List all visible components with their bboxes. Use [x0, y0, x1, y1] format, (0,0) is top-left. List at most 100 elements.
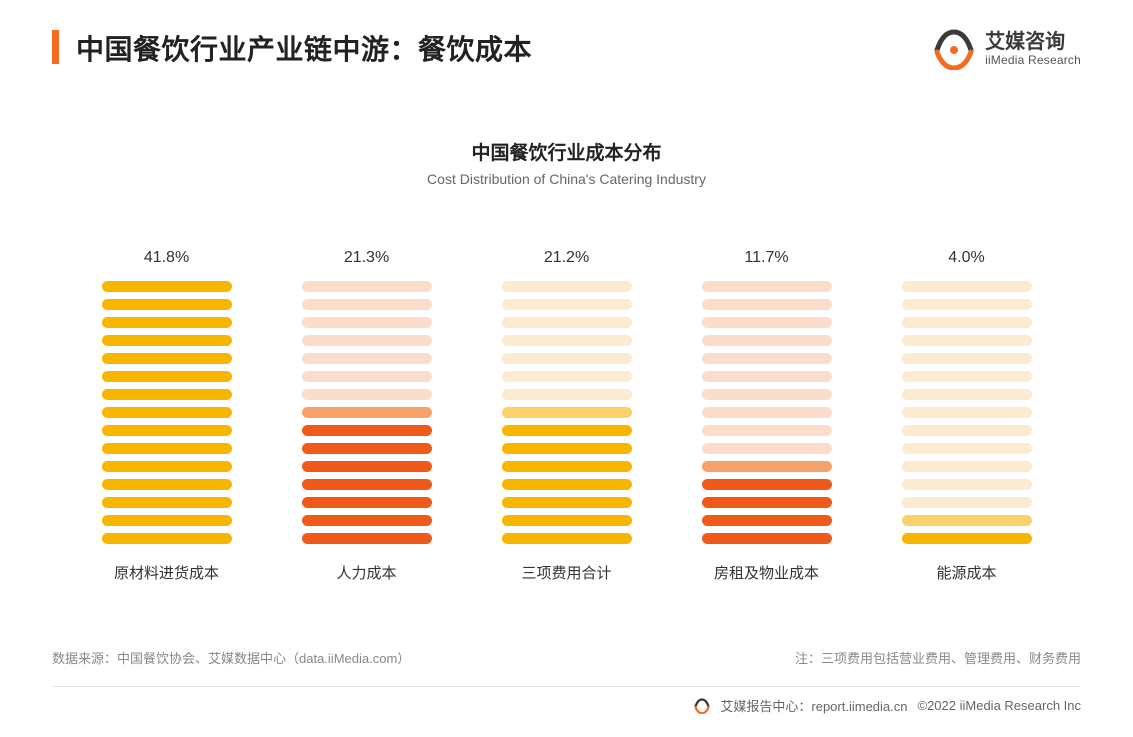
column-segments: [702, 281, 832, 544]
bar-segment: [902, 515, 1032, 526]
bar-segment: [702, 515, 832, 526]
column-value-label: 41.8%: [144, 249, 189, 267]
bar-segment: [302, 479, 432, 490]
bar-segment: [102, 515, 232, 526]
bar-segment: [302, 497, 432, 508]
column-segments: [102, 281, 232, 544]
chart-column: 41.8% 原材料进货成本: [97, 249, 237, 583]
bar-segment: [102, 353, 232, 364]
bar-segment: [502, 389, 632, 400]
bar-segment: [102, 389, 232, 400]
bar-segment: [102, 479, 232, 490]
footnotes: 数据来源：中国餐饮协会、艾媒数据中心（data.iiMedia.com） 注：三…: [52, 648, 1081, 667]
brand-logo-mini-icon: [694, 698, 710, 714]
bar-segment: [502, 299, 632, 310]
bar-segment: [702, 317, 832, 328]
bar-segment: [902, 533, 1032, 544]
bar-segment: [302, 425, 432, 436]
data-source: 数据来源：中国餐饮协会、艾媒数据中心（data.iiMedia.com）: [52, 648, 410, 667]
bar-segment: [902, 407, 1032, 418]
bar-segment: [102, 533, 232, 544]
footer-rule: [52, 686, 1081, 687]
bar-segment: [702, 443, 832, 454]
chart-title-en: Cost Distribution of China's Catering In…: [0, 171, 1133, 187]
bar-segment: [302, 407, 432, 418]
bar-segment: [502, 335, 632, 346]
copyright: 艾媒报告中心：report.iimedia.cn ©2022 iiMedia R…: [694, 696, 1081, 715]
copyright-text: ©2022 iiMedia Research Inc: [918, 698, 1082, 713]
chart-column: 21.2%三项费用合计: [497, 249, 637, 583]
bar-segment: [902, 281, 1032, 292]
bar-segment: [502, 371, 632, 382]
bar-segment: [502, 479, 632, 490]
column-category-label: 房租及物业成本: [714, 562, 819, 583]
column-category-label: 原材料进货成本: [114, 562, 219, 583]
bar-segment: [702, 407, 832, 418]
bar-segment: [302, 515, 432, 526]
brand-name-en: iiMedia Research: [985, 54, 1081, 68]
bar-segment: [902, 497, 1032, 508]
bar-segment: [502, 425, 632, 436]
slide: { "header": { "title": "中国餐饮行业产业链中游：餐饮成本…: [0, 0, 1133, 737]
bar-segment: [702, 533, 832, 544]
bar-segment: [102, 371, 232, 382]
brand-logo-icon: [933, 28, 975, 70]
column-value-label: 21.3%: [344, 249, 389, 267]
chart-titles: 中国餐饮行业成本分布 Cost Distribution of China's …: [0, 138, 1133, 187]
bar-segment: [502, 515, 632, 526]
report-center-text: 艾媒报告中心：report.iimedia.cn: [720, 696, 907, 715]
bar-segment: [702, 425, 832, 436]
bar-segment: [902, 371, 1032, 382]
chart-column: 4.0%能源成本: [897, 249, 1037, 583]
column-segments: [302, 281, 432, 544]
chart-title-cn: 中国餐饮行业成本分布: [0, 138, 1133, 165]
bar-segment: [102, 461, 232, 472]
bar-segment: [702, 479, 832, 490]
bar-segment: [302, 281, 432, 292]
bar-segment: [902, 479, 1032, 490]
bar-segment: [102, 407, 232, 418]
bar-segment: [302, 317, 432, 328]
bar-segment: [302, 533, 432, 544]
bar-segment: [302, 335, 432, 346]
bar-segment: [102, 299, 232, 310]
brand-text: 艾媒咨询 iiMedia Research: [985, 31, 1081, 68]
bar-segment: [702, 497, 832, 508]
bar-segment: [302, 389, 432, 400]
bar-segment: [902, 299, 1032, 310]
bar-segment: [302, 461, 432, 472]
chart-column: 21.3% 人力成本: [297, 249, 437, 583]
header: 中国餐饮行业产业链中游：餐饮成本 艾媒咨询 iiMedia Research: [52, 28, 1081, 88]
bar-segment: [902, 317, 1032, 328]
bar-segment: [102, 425, 232, 436]
bar-segment: [102, 335, 232, 346]
bar-segment: [502, 407, 632, 418]
bar-segment: [302, 443, 432, 454]
bar-segment: [702, 461, 832, 472]
bar-segment: [102, 443, 232, 454]
bar-segment: [702, 389, 832, 400]
column-category-label: 人力成本: [336, 562, 396, 583]
chart-column: 11.7% 房租及物业成本: [697, 249, 837, 583]
column-segments: [502, 281, 632, 544]
bar-segment: [502, 353, 632, 364]
bar-segment: [302, 353, 432, 364]
bar-segment: [902, 335, 1032, 346]
chart-columns: 41.8% 原材料进货成本 21.3% 人力成本 21.2%三项费用合计 11.7% 房租及…: [0, 249, 1133, 583]
chart: 中国餐饮行业成本分布 Cost Distribution of China's …: [0, 138, 1133, 583]
column-value-label: 4.0%: [948, 249, 984, 267]
bar-segment: [702, 335, 832, 346]
column-value-label: 21.2%: [544, 249, 589, 267]
title-accent-bar: [52, 30, 59, 64]
bar-segment: [102, 497, 232, 508]
page-title: 中国餐饮行业产业链中游：餐饮成本: [76, 28, 532, 68]
column-value-label: 11.7%: [744, 249, 788, 267]
bar-segment: [102, 317, 232, 328]
bar-segment: [302, 371, 432, 382]
bar-segment: [302, 299, 432, 310]
bar-segment: [502, 317, 632, 328]
bar-segment: [902, 353, 1032, 364]
bar-segment: [502, 281, 632, 292]
bar-segment: [702, 299, 832, 310]
brand-name-cn: 艾媒咨询: [985, 31, 1081, 54]
